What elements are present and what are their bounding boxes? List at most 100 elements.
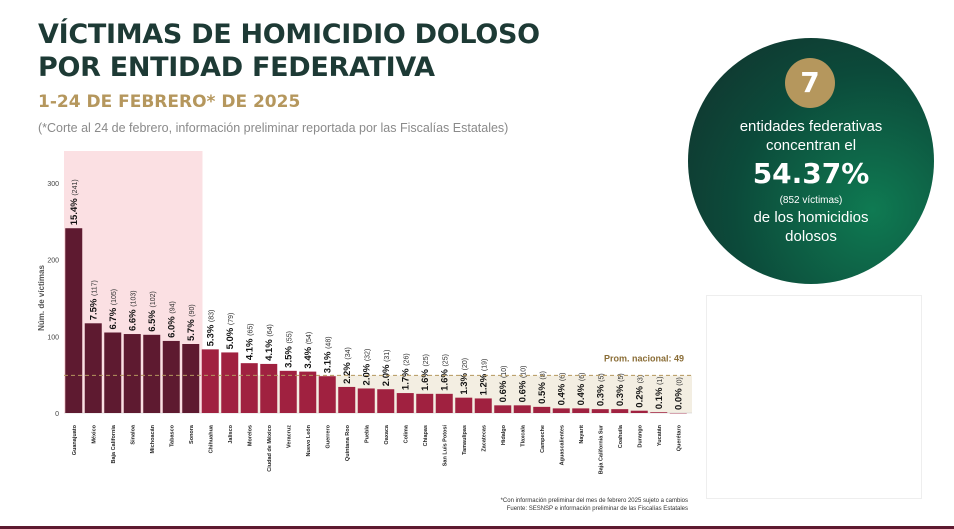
bar-percent-label: 7.5% (88, 296, 99, 320)
bar-percent-label: 0.0% (673, 386, 684, 410)
bar-count-label: (241) (72, 179, 79, 195)
bar-percent-label: 0.1% (654, 385, 665, 409)
bar-value-label: 0.0% (0) (673, 377, 684, 410)
bar-percent-label: 15.4% (69, 196, 80, 226)
bar-percent-label: 4.1% (264, 337, 275, 361)
bar-value-label: 0.2% (3) (634, 375, 645, 408)
x-category-label: Veracruz (286, 425, 292, 448)
bar-percent-label: 6.0% (166, 314, 177, 338)
bar-value-label: 5.7% (90) (186, 304, 197, 341)
bar-count-label: (0) (676, 377, 683, 386)
bar (455, 397, 473, 413)
bar-count-label: (19) (481, 359, 488, 371)
average-label: Prom. nacional: 49 (604, 353, 684, 363)
bar-count-label: (25) (442, 354, 449, 366)
bar (143, 334, 161, 413)
bar-value-label: 0.1% (1) (654, 376, 665, 409)
x-category-label: Chihuahua (208, 424, 214, 453)
bar (396, 393, 414, 413)
bar-count-label: (20) (462, 358, 469, 370)
x-category-label: Querétaro (676, 424, 682, 451)
bar-value-label: 0.6% (10) (498, 366, 509, 403)
bar-percent-label: 0.5% (537, 380, 548, 404)
bar-percent-label: 5.3% (205, 322, 216, 346)
bar (650, 412, 668, 413)
bar-value-label: 1.3% (20) (459, 358, 470, 395)
bar (260, 363, 278, 413)
bar-percent-label: 1.7% (400, 366, 411, 390)
bar (182, 344, 200, 413)
bar (299, 371, 317, 413)
bar (318, 376, 336, 413)
title-line-1: VÍCTIMAS DE HOMICIDIO DOLOSO (38, 19, 540, 50)
x-category-label: Yucatán (657, 424, 663, 446)
x-category-label: Sonora (189, 424, 195, 444)
bar-value-label: 0.3% (5) (615, 373, 626, 406)
bar (572, 408, 590, 413)
x-category-label: Guanajuato (72, 424, 78, 455)
bar (65, 228, 83, 413)
highlight-number-badge: 7 (785, 58, 835, 108)
bar (513, 405, 531, 413)
bar-percent-label: 5.7% (186, 317, 197, 341)
bar-percent-label: 2.0% (361, 361, 372, 385)
highlight-text-1: entidades federativas (739, 118, 883, 135)
bar (533, 406, 551, 413)
title-line-2: POR ENTIDAD FEDERATIVA (38, 52, 435, 83)
bar-value-label: 1.6% (25) (439, 354, 450, 391)
bar-value-label: 2.0% (32) (361, 349, 372, 386)
bar-value-label: 0.3% (5) (595, 373, 606, 406)
footnote-line-1: *Con información preliminar del mes de f… (500, 498, 688, 504)
x-category-label: Sinaloa (130, 424, 136, 445)
bar-count-label: (65) (247, 323, 254, 335)
bar-value-label: 6.6% (103) (127, 290, 138, 331)
bar (279, 370, 297, 413)
source-footnote: *Con información preliminar del mes de f… (501, 497, 688, 513)
bar-value-label: 7.5% (117) (88, 280, 99, 320)
x-category-label: México (91, 424, 97, 443)
bar-count-label: (105) (111, 289, 118, 305)
bar-value-label: 0.4% (6) (576, 373, 587, 406)
bar-value-label: 6.7% (105) (108, 289, 119, 330)
x-category-label: Quintana Roo (345, 424, 351, 461)
bar-count-label: (102) (150, 291, 157, 307)
bar (162, 340, 180, 413)
bar-value-label: 5.0% (79) (225, 313, 236, 350)
bar-percent-label: 1.3% (459, 370, 470, 394)
highlight-percent: 54.37% (752, 157, 870, 190)
bottom-accent-bar (0, 526, 954, 529)
footnote-line-2: Fuente: SESNSP e información preliminar … (506, 506, 688, 512)
x-category-label: Baja California Sur (598, 424, 604, 474)
x-category-label: Michoacán (150, 424, 156, 453)
bar-count-label: (54) (306, 332, 313, 344)
bar-count-label: (103) (130, 290, 137, 306)
bar (611, 409, 629, 413)
bar (591, 409, 609, 413)
x-category-label: Nuevo León (306, 424, 312, 456)
bar (240, 363, 258, 413)
bar-count-label: (1) (657, 376, 664, 385)
x-category-label: Jalisco (228, 424, 234, 443)
bar-value-label: 4.1% (65) (244, 323, 255, 360)
bar-percent-label: 6.7% (108, 305, 119, 329)
bar-count-label: (117) (91, 280, 98, 296)
x-category-label: Zacatecas (481, 425, 487, 452)
bar-count-label: (64) (267, 324, 274, 336)
bar-value-label: 6.5% (102) (147, 291, 158, 332)
bar-percent-label: 5.0% (225, 325, 236, 349)
bar-count-label: (5) (618, 373, 625, 382)
y-tick-label: 0 (55, 411, 59, 418)
x-category-label: Tlaxcala (520, 424, 526, 447)
bar-value-label: 0.4% (6) (556, 373, 567, 406)
y-tick-label: 200 (47, 258, 59, 265)
bar (338, 386, 356, 413)
bar-value-label: 15.4% (241) (69, 179, 80, 225)
bar-percent-label: 3.5% (283, 344, 294, 368)
bar (494, 405, 512, 413)
x-category-label: Morelos (247, 425, 253, 446)
bar-percent-label: 1.6% (439, 367, 450, 391)
x-category-label: Aguascalientes (559, 425, 565, 465)
bar-value-label: 1.7% (26) (400, 353, 411, 390)
bar-percent-label: 3.1% (322, 349, 333, 373)
x-category-label: Tabasco (169, 424, 175, 447)
